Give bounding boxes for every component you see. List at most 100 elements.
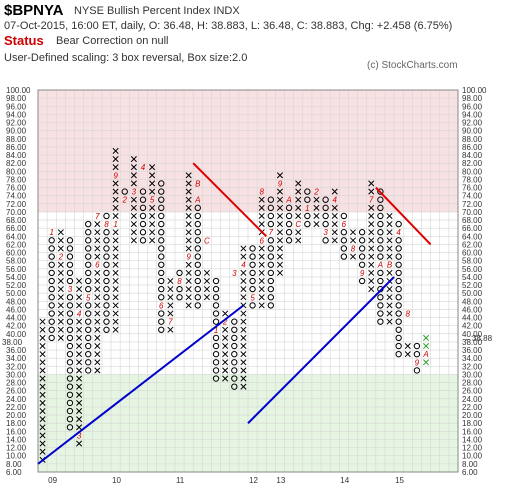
x-box bbox=[276, 237, 283, 244]
x-box bbox=[112, 156, 119, 163]
x-box-stroke bbox=[240, 342, 247, 350]
y-tick-left: 6.00 bbox=[6, 468, 22, 477]
x-box bbox=[276, 221, 283, 228]
x-box bbox=[76, 334, 83, 341]
x-box bbox=[112, 229, 119, 236]
y-tick-right: 96.00 bbox=[462, 102, 483, 111]
o-box bbox=[66, 277, 74, 285]
x-box-stroke bbox=[94, 310, 101, 317]
x-box-stroke bbox=[149, 180, 156, 187]
o-box bbox=[267, 261, 275, 268]
o-box bbox=[66, 391, 74, 398]
x-box bbox=[185, 172, 192, 179]
x-box bbox=[368, 269, 375, 276]
x-box-stroke bbox=[39, 440, 46, 447]
x-box-stroke bbox=[240, 286, 247, 293]
status-value: Bear Correction on null bbox=[56, 35, 169, 47]
o-box bbox=[304, 196, 311, 203]
x-box bbox=[57, 286, 64, 293]
o-box bbox=[358, 245, 366, 252]
y-tick-left: 16.00 bbox=[6, 427, 27, 436]
x-box bbox=[94, 326, 101, 333]
y-tick-right: 24.00 bbox=[462, 395, 483, 404]
x-box-stroke bbox=[167, 310, 174, 317]
y-tick-right: 18.00 bbox=[462, 419, 483, 428]
x-box-stroke bbox=[386, 318, 393, 325]
x-box bbox=[112, 310, 119, 317]
x-box-stroke bbox=[222, 359, 229, 366]
x-box-stroke bbox=[368, 212, 375, 220]
o-box bbox=[158, 261, 165, 268]
y-tick-left: 70.00 bbox=[6, 208, 27, 217]
month-mark: 8 bbox=[104, 220, 109, 229]
x-box-stroke bbox=[368, 180, 375, 187]
x-box bbox=[386, 212, 393, 220]
y-tick-right: 60.00 bbox=[462, 249, 483, 258]
o-box bbox=[103, 310, 110, 317]
o-box bbox=[48, 269, 55, 277]
y-tick-right: 40.00 bbox=[462, 330, 483, 339]
x-box bbox=[94, 269, 101, 276]
x-box-stroke bbox=[276, 237, 283, 244]
o-box bbox=[48, 294, 55, 301]
o-box bbox=[66, 375, 74, 382]
x-box bbox=[386, 302, 393, 309]
x-box bbox=[386, 229, 393, 236]
x-box-stroke bbox=[57, 302, 64, 309]
month-mark: 4 bbox=[333, 196, 338, 205]
month-mark: 4 bbox=[396, 228, 401, 237]
x-box bbox=[94, 302, 101, 309]
x-box-stroke bbox=[112, 310, 119, 317]
y-tick-right: 20.00 bbox=[462, 411, 483, 420]
x-box bbox=[185, 261, 192, 268]
o-box bbox=[377, 294, 384, 301]
x-box bbox=[276, 261, 283, 268]
x-box-stroke bbox=[240, 351, 247, 358]
o-box bbox=[267, 245, 275, 252]
grid-layer bbox=[37, 89, 459, 473]
x-box bbox=[185, 302, 192, 309]
x-box bbox=[185, 294, 192, 301]
month-mark: 8 bbox=[259, 188, 264, 197]
trendlines-layer bbox=[37, 162, 432, 465]
y-tick-left: 60.00 bbox=[6, 249, 27, 258]
x-box-stroke bbox=[57, 294, 64, 301]
x-box bbox=[39, 351, 46, 358]
x-box bbox=[258, 294, 265, 301]
y-tick-left: 62.00 bbox=[6, 240, 27, 249]
o-box bbox=[377, 229, 384, 236]
copyright-notice: (c) StockCharts.com bbox=[367, 60, 458, 71]
x-box bbox=[331, 204, 338, 211]
o-box bbox=[285, 212, 293, 220]
x-box-stroke bbox=[368, 188, 375, 195]
x-box bbox=[386, 286, 393, 293]
x-box-stroke bbox=[149, 229, 156, 236]
y-tick-right: 14.00 bbox=[462, 435, 483, 444]
o-box bbox=[194, 294, 201, 301]
x-box bbox=[39, 432, 46, 439]
x-box-stroke bbox=[368, 261, 375, 268]
o-box bbox=[322, 204, 329, 212]
y-tick-left: 42.00 bbox=[6, 322, 27, 331]
x-month-label: 10 bbox=[112, 476, 121, 485]
x-box bbox=[185, 212, 192, 220]
x-month-label: 13 bbox=[276, 476, 285, 485]
y-tick-right: 6.00 bbox=[462, 468, 478, 477]
x-box bbox=[203, 277, 210, 285]
o-box bbox=[267, 269, 275, 277]
x-box bbox=[112, 196, 119, 203]
x-box bbox=[258, 302, 265, 309]
x-box-stroke bbox=[185, 196, 192, 203]
o-box bbox=[395, 261, 402, 268]
x-box-stroke bbox=[112, 147, 119, 154]
o-box bbox=[194, 302, 201, 309]
month-mark: 3 bbox=[132, 188, 137, 197]
x-box-stroke bbox=[112, 188, 119, 195]
plot-frame bbox=[37, 89, 459, 473]
x-box bbox=[130, 180, 137, 187]
x-box bbox=[39, 424, 46, 431]
x-box-stroke bbox=[130, 164, 137, 171]
y-tick-right: 50.00 bbox=[462, 289, 483, 298]
x-box-stroke bbox=[112, 277, 119, 285]
